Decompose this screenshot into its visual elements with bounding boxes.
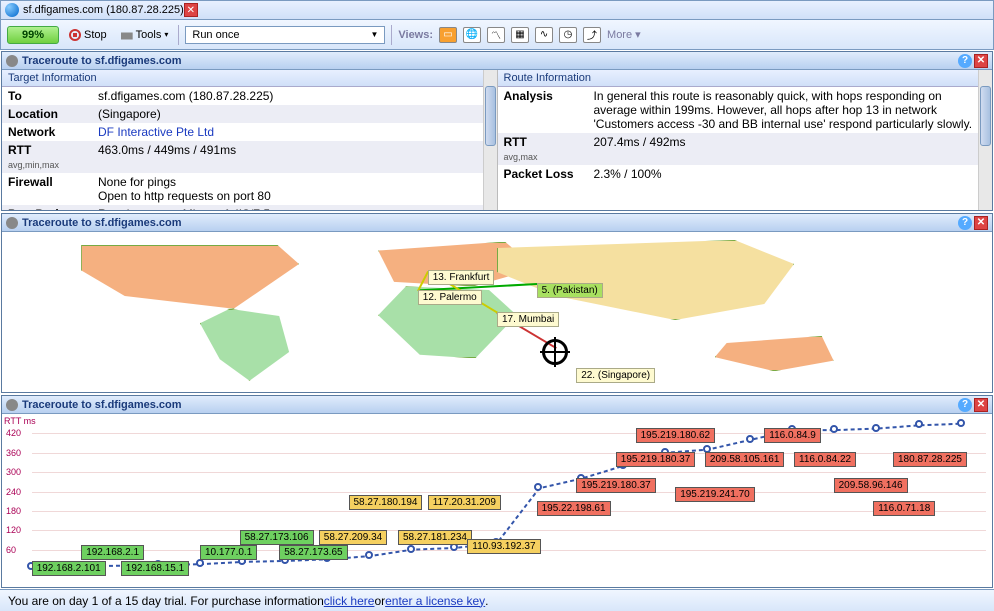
hop-marker[interactable] bbox=[915, 420, 923, 428]
hop-label[interactable]: 58.27.180.194 bbox=[349, 495, 423, 510]
chart-panel-header: Traceroute to sf.dfigames.com ? ✕ bbox=[2, 396, 992, 414]
scrollbar[interactable] bbox=[483, 70, 497, 210]
status-bar: You are on day 1 of a 15 day trial. For … bbox=[0, 589, 994, 611]
tools-button[interactable]: Tools ▾ bbox=[117, 27, 173, 43]
view-icon-table[interactable]: ▦ bbox=[511, 27, 529, 43]
hop-label[interactable]: 58.27.209.34 bbox=[319, 530, 387, 545]
trial-text: You are on day 1 of a 15 day trial. For … bbox=[8, 594, 324, 608]
main-toolbar: 99% Stop Tools ▾ Run once ▼ Views: ▭ 🌐 〽… bbox=[0, 20, 994, 50]
info-panel: Traceroute to sf.dfigames.com ? ✕ Target… bbox=[1, 51, 993, 211]
hop-label[interactable]: 192.168.2.1 bbox=[81, 545, 144, 560]
hop-label[interactable]: 58.27.173.65 bbox=[279, 545, 347, 560]
hop-label[interactable]: 195.219.180.37 bbox=[576, 478, 656, 493]
hop-label[interactable]: 110.93.192.37 bbox=[467, 539, 540, 554]
target-crosshair-icon bbox=[542, 339, 568, 365]
hop-label[interactable]: 192.168.15.1 bbox=[121, 561, 189, 576]
view-icon-map[interactable]: 🌐 bbox=[463, 27, 481, 43]
rtt-chart[interactable]: RTT ms 60120180240300360420192.168.2.101… bbox=[2, 414, 992, 587]
purchase-link[interactable]: click here bbox=[324, 594, 375, 608]
hop-label[interactable]: 10.177.0.1 bbox=[200, 545, 257, 560]
continent-shape bbox=[497, 240, 794, 320]
help-icon[interactable]: ? bbox=[958, 398, 972, 412]
map-hop-label[interactable]: 17. Mumbai bbox=[497, 312, 559, 327]
continent-shape bbox=[715, 336, 834, 371]
hop-label[interactable]: 195.22.198.61 bbox=[537, 501, 611, 516]
stop-label: Stop bbox=[84, 29, 107, 41]
run-mode-select[interactable]: Run once ▼ bbox=[185, 26, 385, 44]
map-panel: Traceroute to sf.dfigames.com ? ✕ 5. (Pa… bbox=[1, 213, 993, 393]
map-panel-title: Traceroute to sf.dfigames.com bbox=[22, 217, 182, 229]
close-icon[interactable]: ✕ bbox=[184, 3, 198, 17]
route-info-header: Route Information bbox=[498, 70, 993, 87]
hop-label[interactable]: 195.219.180.37 bbox=[616, 452, 696, 467]
map-panel-header: Traceroute to sf.dfigames.com ? ✕ bbox=[2, 214, 992, 232]
view-icon-wave[interactable]: ∿ bbox=[535, 27, 553, 43]
globe-icon bbox=[5, 3, 19, 17]
stop-button[interactable]: Stop bbox=[65, 27, 111, 43]
route-info-table: AnalysisIn general this route is reasona… bbox=[498, 87, 993, 183]
hop-label[interactable]: 195.219.241.70 bbox=[675, 487, 755, 502]
map-hop-label[interactable]: 22. (Singapore) bbox=[576, 368, 655, 383]
view-icon-summary[interactable]: ▭ bbox=[439, 27, 457, 43]
chart-panel-title: Traceroute to sf.dfigames.com bbox=[22, 399, 182, 411]
window-titlebar: sf.dfigames.com (180.87.28.225) ✕ bbox=[0, 0, 994, 20]
target-info-table: Tosf.dfigames.com (180.87.28.225) Locati… bbox=[2, 87, 497, 210]
hop-label[interactable]: 116.0.84.22 bbox=[794, 452, 856, 467]
more-link[interactable]: More ▾ bbox=[607, 28, 641, 41]
view-icon-share[interactable]: ⤴ bbox=[583, 27, 601, 43]
view-icon-chart[interactable]: 〽 bbox=[487, 27, 505, 43]
chart-panel: Traceroute to sf.dfigames.com ? ✕ RTT ms… bbox=[1, 395, 993, 588]
hop-label[interactable]: 58.27.173.106 bbox=[240, 530, 314, 545]
hop-label[interactable]: 116.0.84.9 bbox=[764, 428, 821, 443]
tools-icon bbox=[121, 30, 133, 40]
views-label: Views: bbox=[398, 29, 433, 41]
hop-label[interactable]: 116.0.71.18 bbox=[873, 501, 935, 516]
hop-marker[interactable] bbox=[746, 435, 754, 443]
chevron-down-icon: ▼ bbox=[370, 30, 378, 39]
route-info-column: Route Information AnalysisIn general thi… bbox=[497, 70, 993, 210]
target-info-column: Target Information Tosf.dfigames.com (18… bbox=[2, 70, 497, 210]
world-map[interactable]: 5. (Pakistan) 12. Palermo 13. Frankfurt 17.… bbox=[2, 232, 992, 392]
network-link[interactable]: DF Interactive Pte Ltd bbox=[92, 123, 497, 141]
info-panel-header: Traceroute to sf.dfigames.com ? ✕ bbox=[2, 52, 992, 70]
target-info-header: Target Information bbox=[2, 70, 497, 87]
continent-shape bbox=[81, 245, 299, 309]
panel-icon bbox=[6, 217, 18, 229]
hop-marker[interactable] bbox=[957, 419, 965, 427]
license-link[interactable]: enter a license key bbox=[385, 594, 485, 608]
continent-shape bbox=[200, 309, 299, 381]
hop-label[interactable]: 58.27.181.234 bbox=[398, 530, 472, 545]
hop-label[interactable]: 117.20.31.209 bbox=[428, 495, 501, 510]
close-panel-icon[interactable]: ✕ bbox=[974, 216, 988, 230]
scrollbar[interactable] bbox=[978, 70, 992, 210]
map-hop-label[interactable]: 5. (Pakistan) bbox=[537, 283, 603, 298]
map-hop-label[interactable]: 13. Frankfurt bbox=[428, 270, 495, 285]
tools-label: Tools bbox=[136, 29, 162, 41]
stop-icon bbox=[69, 29, 81, 41]
help-icon[interactable]: ? bbox=[958, 216, 972, 230]
info-panel-title: Traceroute to sf.dfigames.com bbox=[22, 55, 182, 67]
hop-marker[interactable] bbox=[872, 424, 880, 432]
hop-label[interactable]: 195.219.180.62 bbox=[636, 428, 716, 443]
help-icon[interactable]: ? bbox=[958, 54, 972, 68]
close-panel-icon[interactable]: ✕ bbox=[974, 54, 988, 68]
panel-icon bbox=[6, 399, 18, 411]
run-mode-value: Run once bbox=[192, 29, 239, 41]
hop-label[interactable]: 180.87.28.225 bbox=[893, 452, 967, 467]
panel-icon bbox=[6, 55, 18, 67]
progress-button[interactable]: 99% bbox=[7, 26, 59, 44]
hop-label[interactable]: 209.58.105.161 bbox=[705, 452, 785, 467]
window-title: sf.dfigames.com (180.87.28.225) bbox=[23, 4, 184, 16]
hop-label[interactable]: 209.58.96.146 bbox=[834, 478, 908, 493]
view-icon-clock[interactable]: ◷ bbox=[559, 27, 577, 43]
close-panel-icon[interactable]: ✕ bbox=[974, 398, 988, 412]
map-hop-label[interactable]: 12. Palermo bbox=[418, 290, 482, 305]
hop-label[interactable]: 192.168.2.101 bbox=[32, 561, 106, 576]
